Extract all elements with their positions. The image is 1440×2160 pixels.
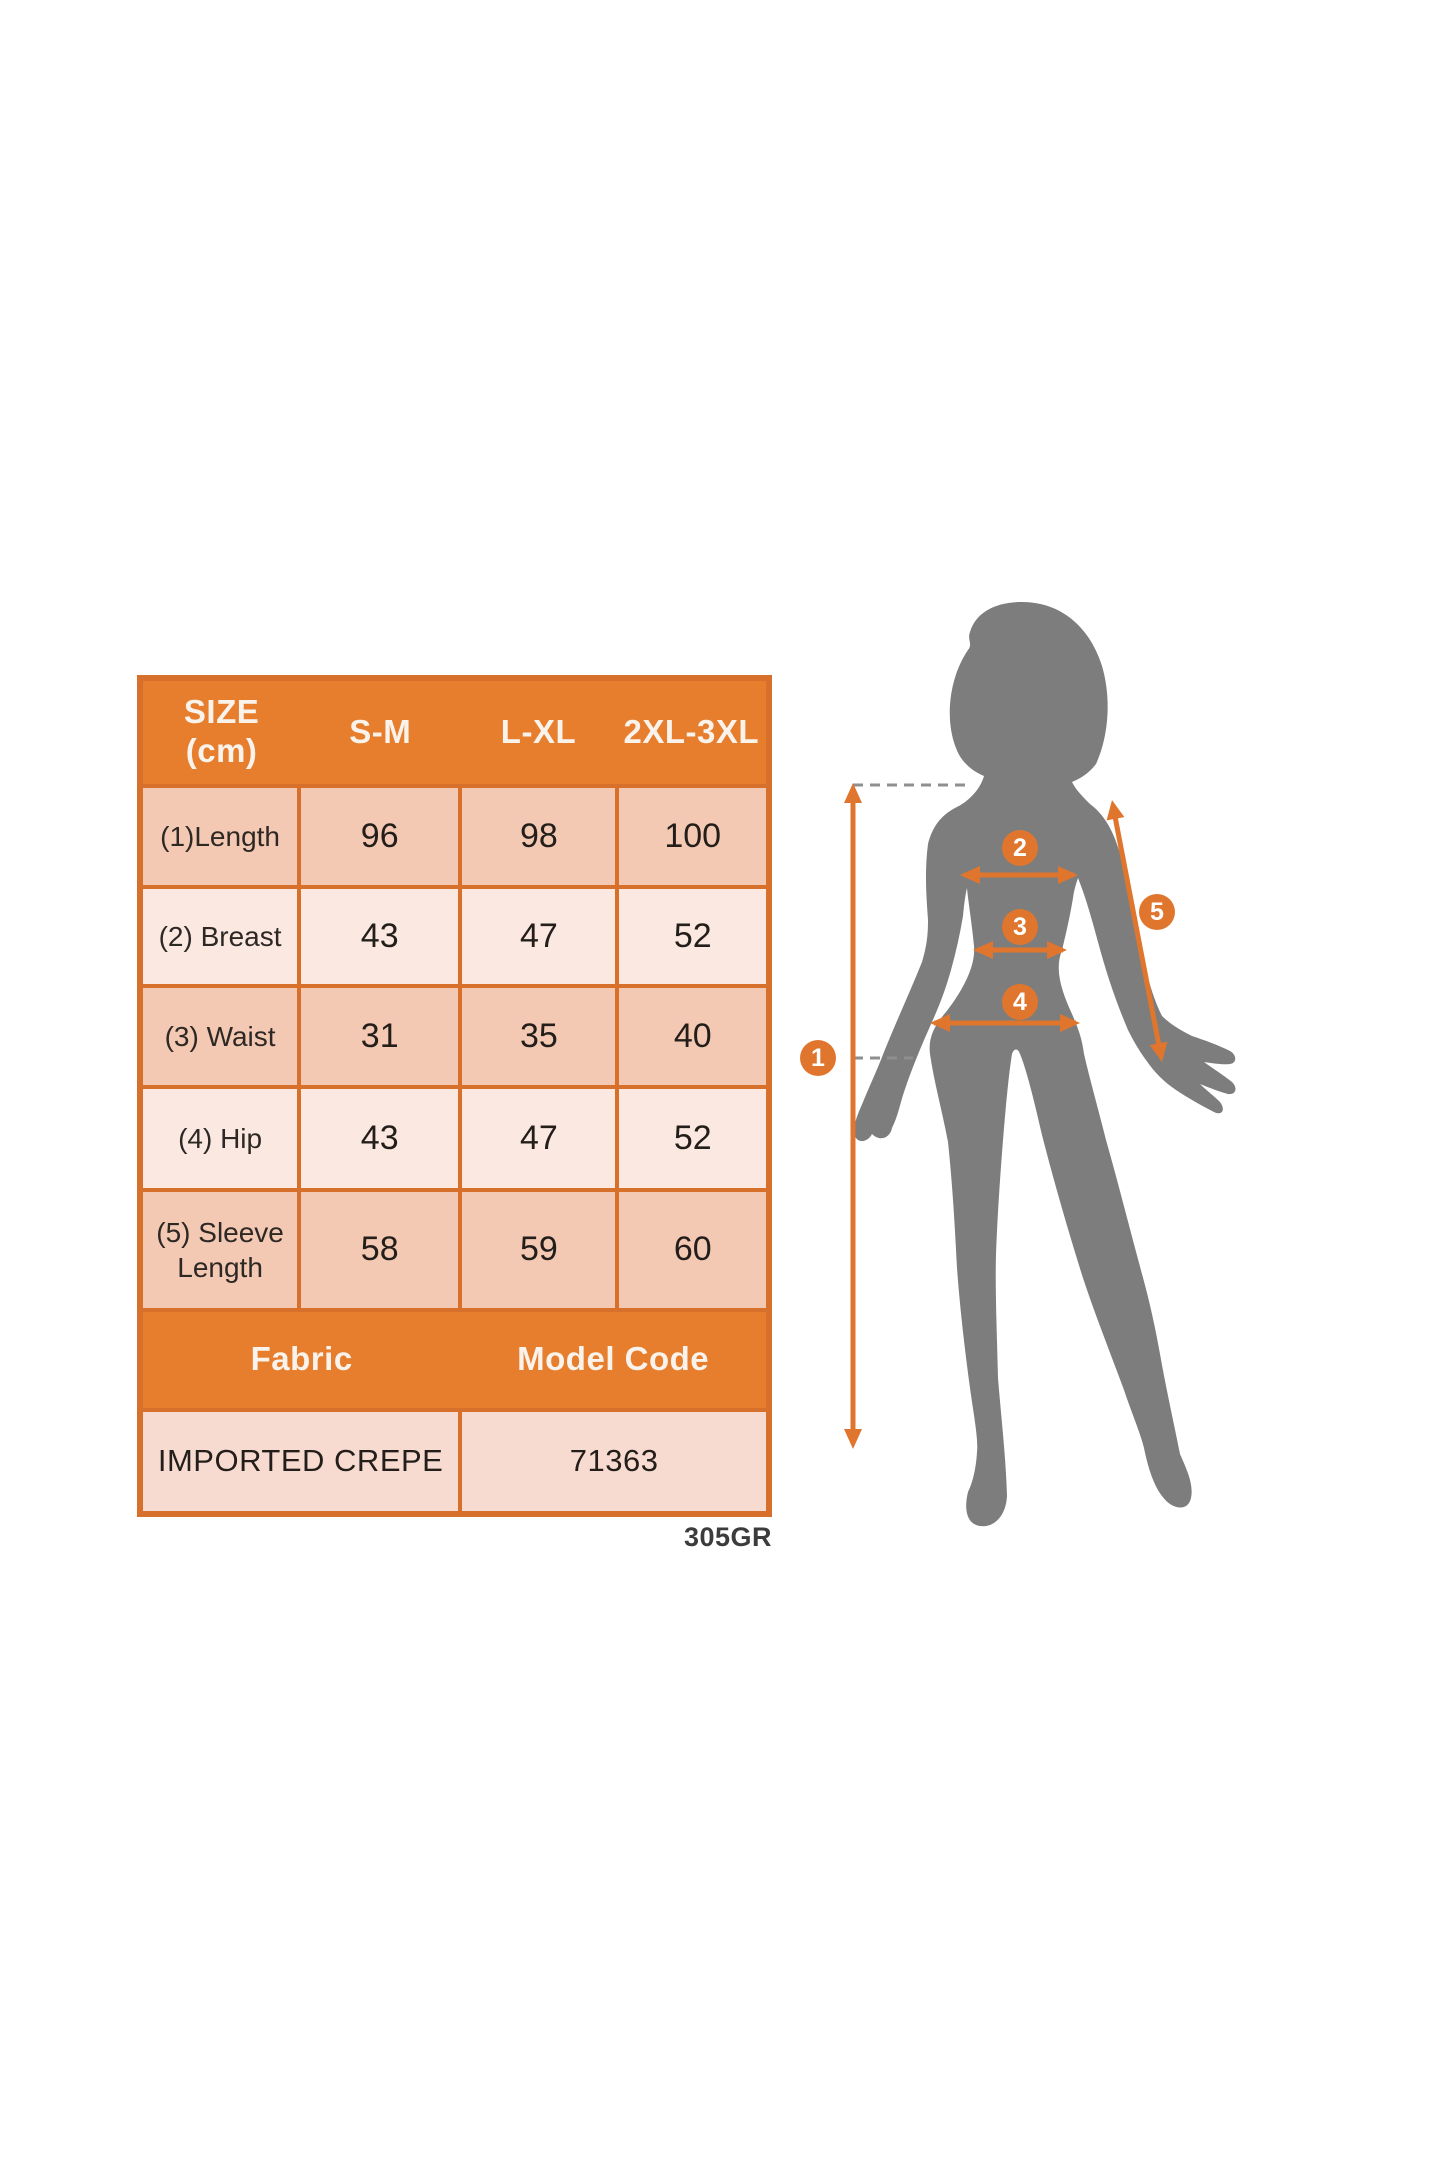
row-label-breast: (2) Breast (143, 889, 298, 985)
figure-svg (844, 602, 1236, 1527)
fabric-modelcode-header-row: Fabric Model Code (143, 1311, 766, 1408)
row-label-sleeve-length: (5) Sleeve Length (143, 1191, 298, 1308)
value-sleeve-2xl3xl: 60 (619, 1191, 766, 1308)
waist-arrowhead-right-icon (1047, 941, 1067, 959)
weight-note: 305GR (683, 1522, 772, 1552)
fabric-value-cell: IMPORTED CREPE (143, 1411, 459, 1511)
value-sleeve-sm: 58 (301, 1191, 459, 1308)
value-sleeve-lxl: 59 (462, 1191, 616, 1308)
hip-arrowhead-right-icon (1060, 1014, 1080, 1032)
value-hip-2xl3xl: 52 (619, 1089, 766, 1188)
marker-3-waist: 3 (1002, 909, 1038, 945)
hip-arrowhead-left-icon (930, 1014, 950, 1032)
value-breast-sm: 43 (301, 889, 459, 985)
column-header-2xl3xl: 2XL-3XL (623, 712, 760, 750)
measurement-figure (810, 590, 1250, 1540)
size-unit-header-cell: SIZE (cm) (143, 693, 300, 771)
value-waist-sm: 31 (301, 988, 459, 1086)
value-waist-2xl3xl: 40 (619, 988, 766, 1086)
marker-4-hip: 4 (1002, 984, 1038, 1020)
waist-arrowhead-left-icon (973, 941, 993, 959)
row-label-hip: (4) Hip (143, 1089, 298, 1188)
female-silhouette (854, 602, 1236, 1527)
column-header-sm: S-M (349, 712, 412, 750)
value-length-sm: 96 (301, 787, 459, 886)
sleeve-arrowhead-bottom-icon (1149, 1041, 1168, 1062)
sleeve-arrowhead-top-icon (1106, 800, 1125, 821)
fabric-header-cell: Fabric (250, 1340, 353, 1378)
model-code-header-cell: Model Code (517, 1340, 710, 1378)
length-arrowhead-bottom-icon (844, 1429, 862, 1449)
column-header-lxl: L-XL (500, 712, 577, 750)
value-waist-lxl: 35 (462, 988, 616, 1086)
marker-1-length: 1 (800, 1040, 836, 1076)
length-arrowhead-top-icon (844, 783, 862, 803)
value-hip-sm: 43 (301, 1089, 459, 1188)
value-breast-lxl: 47 (462, 889, 616, 985)
value-breast-2xl3xl: 52 (619, 889, 766, 985)
row-label-waist: (3) Waist (143, 988, 298, 1086)
sleeve-arrow-line (1110, 805, 1164, 1057)
size-table: SIZE (cm) S-M L-XL 2XL-3XL (1)Length 96 … (137, 675, 772, 1517)
marker-5-sleeve: 5 (1139, 894, 1175, 930)
marker-2-breast: 2 (1002, 830, 1038, 866)
size-header-line1: SIZE (183, 693, 260, 731)
size-table-header-row: SIZE (cm) S-M L-XL 2XL-3XL (143, 681, 766, 784)
value-length-lxl: 98 (462, 787, 616, 886)
breast-arrowhead-left-icon (960, 866, 980, 884)
row-label-length: (1)Length (143, 787, 298, 886)
breast-arrowhead-right-icon (1058, 866, 1078, 884)
value-hip-lxl: 47 (462, 1089, 616, 1188)
model-code-value-cell: 71363 (462, 1411, 766, 1511)
size-header-line2: (cm) (185, 732, 258, 770)
value-length-2xl3xl: 100 (619, 787, 766, 886)
